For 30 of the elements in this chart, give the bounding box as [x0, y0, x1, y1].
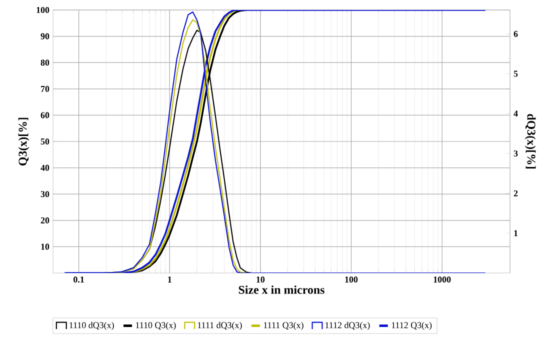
y2-tick-label: 3 — [514, 150, 518, 156]
x-axis-title: Size x in microns — [238, 285, 324, 294]
y2-tick-label: 4 — [514, 110, 518, 117]
x-tick-label: 10 — [256, 276, 265, 283]
y-tick-label: 80 — [40, 60, 50, 66]
y-tick-label: 40 — [40, 164, 50, 171]
legend-label: 1110 dQ3(x) — [70, 322, 114, 330]
y2-axis-title: dQ3(x)[%] — [524, 114, 536, 169]
x-tick-label: 0.1 — [74, 276, 84, 283]
legend-label: 1112 Q3(x) — [392, 322, 432, 330]
y-tick-label: 50 — [40, 138, 50, 145]
y2-tick-label: 5 — [514, 70, 518, 77]
y2-tick-label: 1 — [514, 230, 518, 236]
y-tick-label: 90 — [40, 33, 50, 40]
legend-label: 1111 Q3(x) — [264, 322, 304, 330]
y2-tick-label: 6 — [514, 30, 518, 37]
y-tick-label: 20 — [40, 217, 50, 224]
y-tick-label: 10 — [41, 244, 50, 250]
y-axis-title: Q3(x)[%] — [18, 118, 30, 166]
legend-label: 1110 Q3(x) — [136, 322, 176, 330]
y2-tick-label: 2 — [514, 190, 518, 196]
y-tick-label: 70 — [41, 86, 50, 92]
y-tick-label: 60 — [40, 112, 50, 118]
legend-label: 1111 dQ3(x) — [198, 322, 242, 330]
x-tick-label: 1 — [168, 276, 172, 282]
x-tick-label: 1000 — [434, 276, 451, 283]
y-tick-label: 30 — [40, 191, 50, 198]
legend-label: 1112 dQ3(x) — [326, 322, 370, 330]
y-tick-label: 100 — [36, 6, 50, 14]
x-tick-label: 100 — [345, 276, 358, 283]
